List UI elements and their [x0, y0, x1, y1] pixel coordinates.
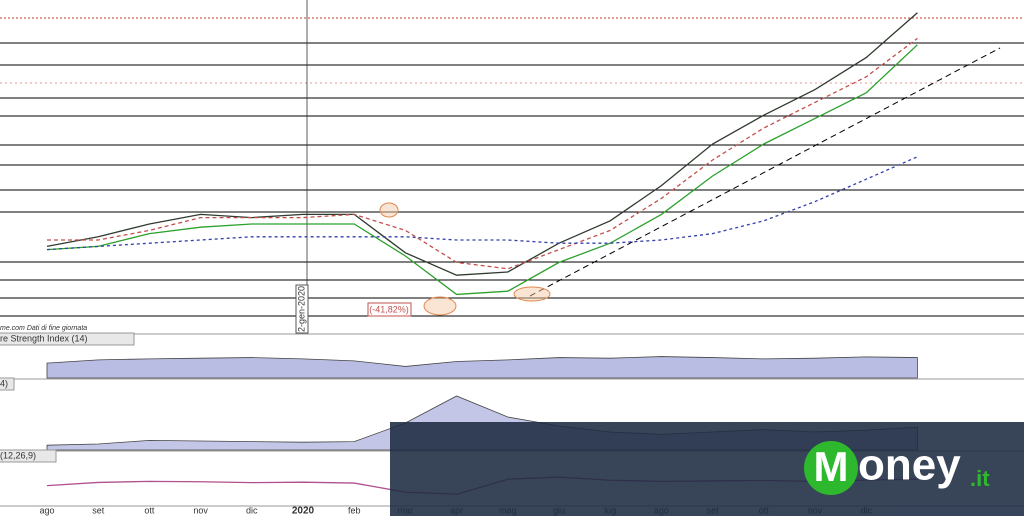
highlight	[379, 202, 399, 218]
highlight	[423, 296, 457, 316]
x-tick-label: nov	[193, 505, 208, 515]
x-tick-label: feb	[348, 505, 361, 515]
logo-domain: .it	[970, 466, 990, 491]
panel-title: 4)	[0, 378, 8, 388]
highlight	[513, 286, 551, 302]
x-tick-label: dic	[246, 505, 258, 515]
series-line	[46, 156, 918, 251]
x-tick-label: 2020	[292, 506, 315, 516]
panel-title-box	[0, 377, 15, 391]
x-tick-label: ott	[144, 505, 155, 515]
panel-title-box	[0, 332, 135, 346]
trend-line	[529, 47, 1001, 297]
series-line	[46, 44, 918, 296]
logo-initial: M	[814, 443, 849, 490]
panel-title: re Strength Index (14)	[0, 333, 88, 343]
panel-title: (12,26,9)	[0, 450, 36, 460]
series-line	[46, 12, 918, 276]
label-box	[295, 284, 309, 334]
label-box	[367, 302, 412, 317]
logo-mark	[804, 441, 858, 495]
panel-title-box	[0, 449, 57, 463]
support-lines	[0, 42, 1024, 317]
x-tick-label: set	[92, 505, 105, 515]
series-line	[47, 37, 918, 270]
watermark-band	[390, 422, 1024, 516]
x-tick-label: ago	[39, 505, 54, 515]
logo-name: oney	[858, 441, 961, 490]
source: me.com Dati di fine giornata	[0, 325, 87, 332]
date-label: 2-gen-2020	[296, 286, 306, 332]
series-area	[46, 356, 918, 379]
drawdown-label: (-41,82%)	[369, 304, 409, 314]
